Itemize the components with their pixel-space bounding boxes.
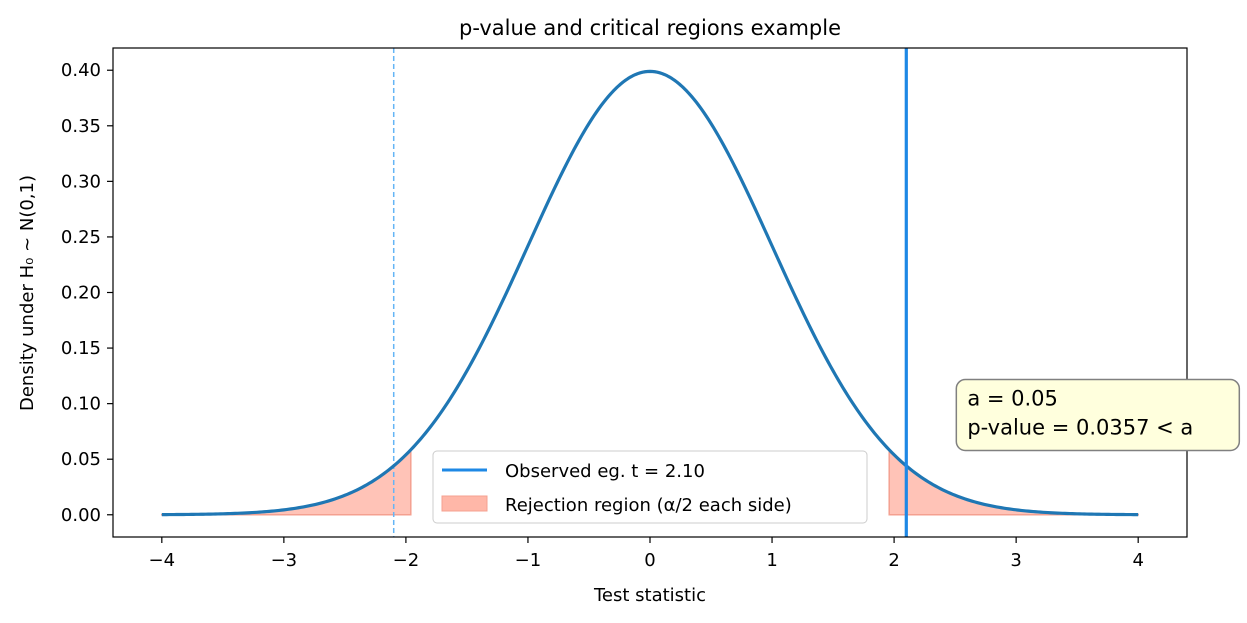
annotation-pvalue: p-value = 0.0357 < a: [967, 416, 1193, 440]
legend-frame: [432, 450, 868, 524]
density-curve-group: [161, 69, 1139, 517]
y-tick-label: 0.00: [61, 505, 101, 526]
chart-title: p-value and critical regions example: [459, 16, 841, 40]
annotation-alpha: a = 0.05: [967, 387, 1058, 411]
legend-rejection-swatch: [441, 495, 488, 512]
x-tick-label: −4: [149, 550, 176, 571]
x-tick-label: 1: [766, 550, 777, 571]
annotation-box: a = 0.05 p-value = 0.0357 < a: [955, 378, 1241, 452]
y-tick-label: 0.40: [61, 60, 101, 81]
y-tick-label: 0.05: [61, 449, 101, 470]
x-tick-label: 4: [1132, 550, 1143, 571]
x-tick-label: −1: [515, 550, 542, 571]
x-tick-label: 2: [888, 550, 899, 571]
y-tick-label: 0.35: [61, 116, 101, 137]
y-axis-label: Density under H₀ ~ N(0,1): [17, 175, 38, 411]
y-tick-label: 0.30: [61, 171, 101, 192]
annotation-frame: [955, 378, 1241, 452]
legend: Observed eg. t = 2.10 Rejection region (…: [432, 450, 868, 524]
legend-observed-label: Observed eg. t = 2.10: [505, 461, 705, 482]
x-tick-label: 0: [644, 550, 655, 571]
y-tick-label: 0.20: [61, 283, 101, 304]
x-axis-label: Test statistic: [593, 585, 706, 606]
y-tick-label: 0.15: [61, 338, 101, 359]
x-tick-label: −2: [393, 550, 420, 571]
x-tick-label: 3: [1010, 550, 1021, 571]
x-axis-ticks: −4 −3 −2 −1 0 1 2 3 4: [149, 537, 1144, 571]
density-curve: [161, 69, 1139, 517]
y-tick-label: 0.10: [61, 394, 101, 415]
y-axis-ticks: 0.00 0.05 0.10 0.15 0.20 0.25 0.30 0.35 0.40: [61, 60, 113, 526]
y-tick-label: 0.25: [61, 227, 101, 248]
x-tick-label: −3: [271, 550, 298, 571]
legend-rejection-label: Rejection region (α/2 each side): [505, 495, 792, 516]
